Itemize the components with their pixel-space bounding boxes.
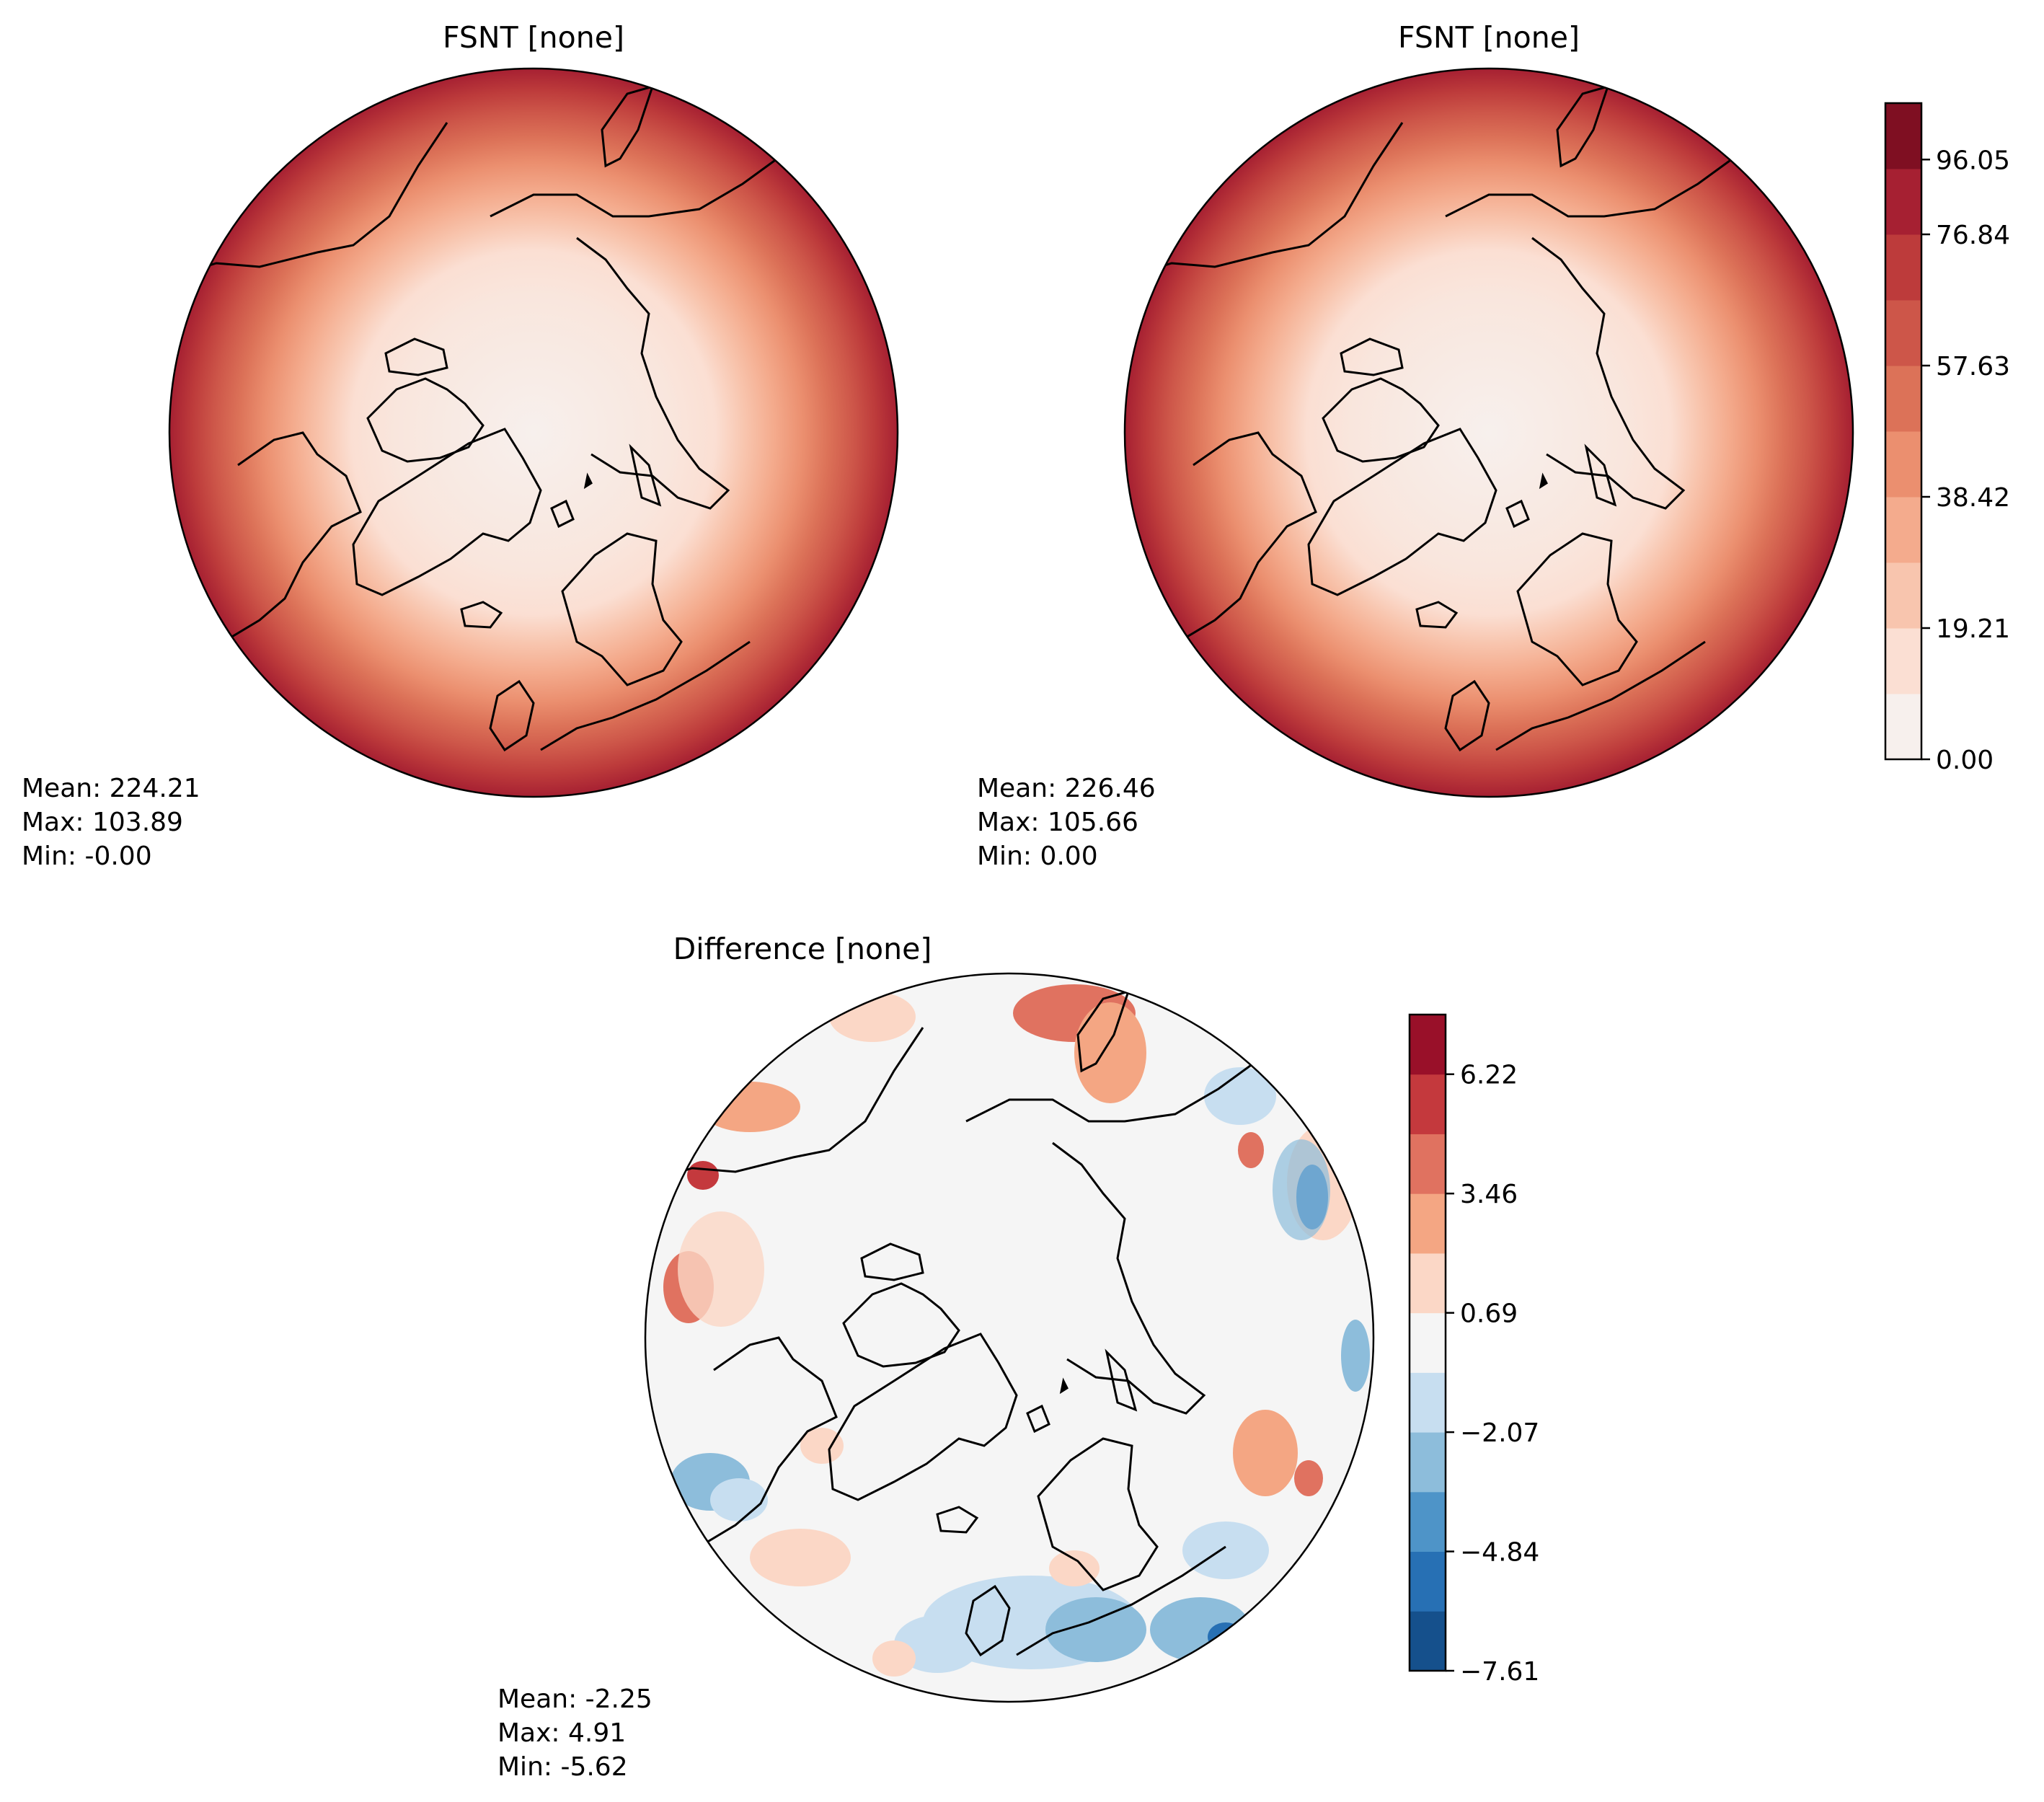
- panel-1-mean: Mean: 224.21: [22, 774, 200, 803]
- colorbar-difference-tick-label: 0.69: [1460, 1299, 1518, 1329]
- colorbar-fsnt-segment: [1885, 694, 1921, 760]
- panel-2-mean: Mean: 226.46: [977, 774, 1156, 803]
- panel-3-field: [645, 973, 1373, 1702]
- panel-3-min: Min: -5.62: [497, 1752, 628, 1782]
- panel-1-min: Min: -0.00: [22, 842, 152, 871]
- panel-2-title: FSNT [none]: [1398, 20, 1580, 55]
- colorbar-fsnt-tick-label: 57.63: [1936, 352, 2010, 381]
- panel-2-min: Min: 0.00: [977, 842, 1098, 871]
- panel-1-field: [169, 69, 898, 797]
- colorbar-fsnt-frame: [1884, 102, 1923, 761]
- colorbar-fsnt-segment: [1885, 300, 1921, 366]
- panel-1-max: Max: 103.89: [22, 808, 183, 837]
- colorbar-difference-segment: [1410, 1432, 1446, 1493]
- colorbar-difference-segment: [1410, 1015, 1446, 1075]
- colorbar-fsnt-tick-label: 96.05: [1936, 146, 2010, 175]
- panel-3-title: Difference [none]: [673, 932, 932, 966]
- colorbar-fsnt-tick-label: 0.00: [1936, 746, 1994, 775]
- colorbar-fsnt-segment: [1885, 562, 1921, 629]
- colorbar-fsnt-segment: [1885, 497, 1921, 563]
- colorbar-fsnt-segment: [1885, 628, 1921, 694]
- colorbar-difference-tick-label: −4.84: [1460, 1538, 1539, 1568]
- colorbar-fsnt-segment: [1885, 366, 1921, 432]
- colorbar-fsnt-segment: [1885, 103, 1921, 169]
- colorbar-difference-segment: [1410, 1611, 1446, 1671]
- colorbar-difference-segment: [1410, 1491, 1446, 1553]
- colorbar-fsnt-tick-label: 19.21: [1936, 614, 2010, 644]
- panel-3-max: Max: 4.91: [497, 1718, 626, 1748]
- colorbar-difference-segment: [1410, 1193, 1446, 1254]
- colorbar-fsnt-segment: [1885, 169, 1921, 235]
- panel-2-max: Max: 105.66: [977, 808, 1138, 837]
- colorbar-difference-segment: [1410, 1551, 1446, 1612]
- colorbar-difference-segment: [1410, 1253, 1446, 1314]
- colorbar-difference: −7.61 −4.84 −2.07 0.69 3.46 6.22: [1408, 1013, 1539, 1687]
- colorbar-difference-tick-label: 6.22: [1460, 1061, 1518, 1090]
- colorbar-difference-segment: [1410, 1134, 1446, 1194]
- colorbar-fsnt-segment: [1885, 431, 1921, 498]
- colorbar-difference-segment: [1410, 1372, 1446, 1433]
- colorbar-difference-tick-label: 3.46: [1460, 1180, 1518, 1209]
- panel-2-field: [1125, 69, 1853, 797]
- colorbar-fsnt-segment: [1885, 234, 1921, 301]
- colorbar-fsnt-tick-label: 38.42: [1936, 483, 2010, 513]
- panel-3-mean: Mean: -2.25: [497, 1684, 652, 1714]
- panel-1-title: FSNT [none]: [443, 20, 624, 55]
- colorbar-difference-tick-label: −7.61: [1460, 1657, 1539, 1687]
- colorbar-fsnt: 0.00 19.21 38.42 57.63 76.84 96.05: [1884, 102, 2010, 775]
- map-panel-1: FSNT [none] Mean: 224.21 Max: 103.89 Min…: [22, 20, 899, 871]
- panel-2-boundary: [1123, 67, 1854, 798]
- colorbar-difference-tick-label: −2.07: [1460, 1418, 1539, 1448]
- colorbar-fsnt-tick-label: 76.84: [1936, 221, 2010, 250]
- colorbar-difference-frame: [1408, 1013, 1447, 1672]
- map-panel-2: FSNT [none] Mean: 226.46 Max: 105.66 Min…: [977, 20, 1854, 871]
- map-panel-difference: Difference [none]: [497, 932, 1375, 1782]
- panel-1-boundary: [168, 67, 899, 798]
- colorbar-difference-segment: [1410, 1074, 1446, 1134]
- panel-3-boundary: [644, 972, 1375, 1703]
- colorbar-difference-segment: [1410, 1312, 1446, 1373]
